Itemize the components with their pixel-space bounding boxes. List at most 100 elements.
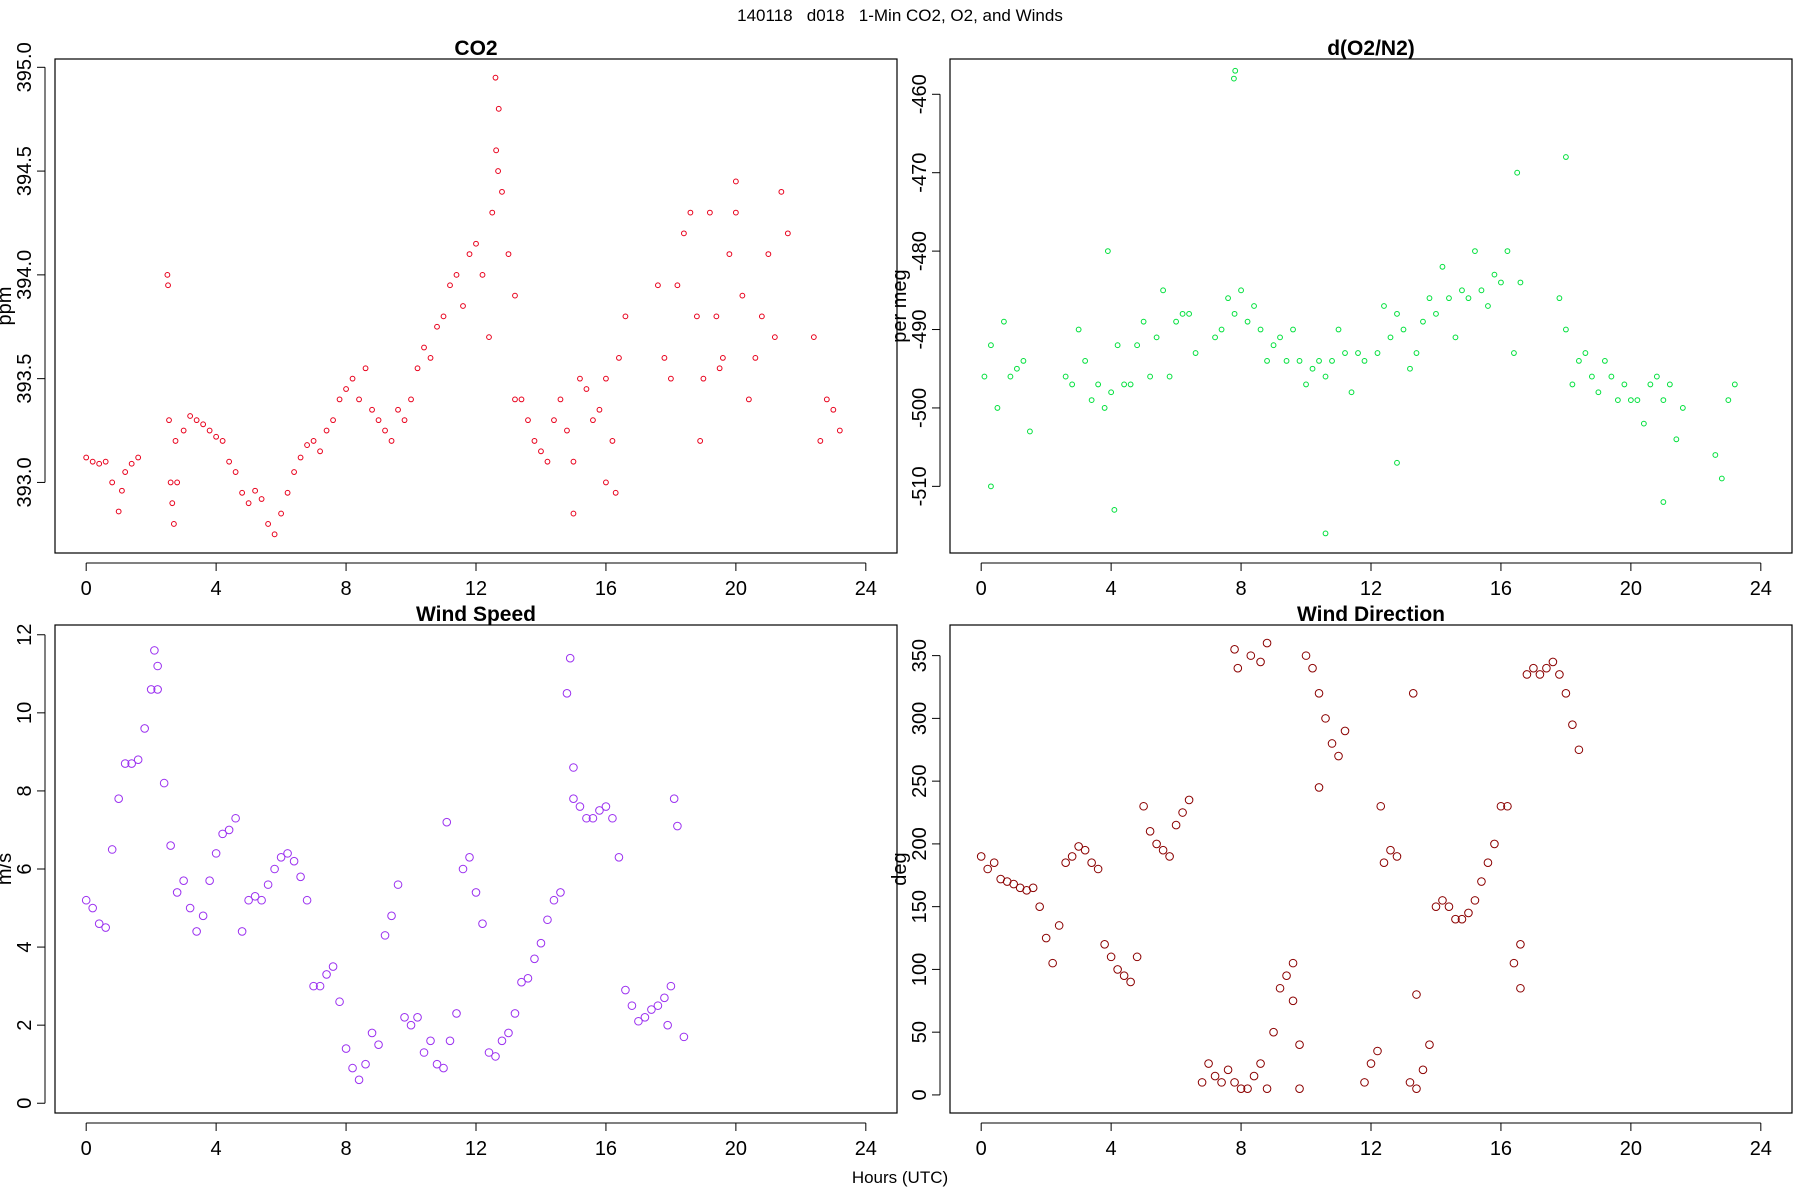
wind-speed-data-point xyxy=(270,864,279,874)
wind-speed-data-point xyxy=(530,954,539,964)
wind-speed-data-point xyxy=(663,1020,672,1030)
co2-data-point xyxy=(466,251,473,258)
d-o2-n2-data-point xyxy=(988,483,994,490)
wind-direction-data-point xyxy=(1171,820,1181,830)
co2-data-point xyxy=(693,313,700,320)
wind-direction-data-point xyxy=(1321,714,1330,723)
co2-data-point xyxy=(317,448,323,455)
wind-direction-data-point xyxy=(1470,896,1480,905)
d-o2-n2-data-point xyxy=(1660,397,1667,403)
co2-data-point xyxy=(486,334,492,341)
co2-data-point xyxy=(512,396,518,403)
co2-data-point xyxy=(180,427,187,434)
wind-speed-data-point xyxy=(127,759,136,768)
d-o2-n2-data-point xyxy=(1601,357,1608,364)
wind-direction-data-point xyxy=(1405,1078,1415,1087)
d-o2-n2-data-point xyxy=(1614,397,1621,403)
wind-direction-data-point xyxy=(1217,1078,1226,1087)
wind-direction-plot-frame xyxy=(949,624,1793,1114)
wind-direction-points xyxy=(976,638,1584,1093)
wind-direction-data-point xyxy=(1314,783,1324,792)
wind-direction-data-point xyxy=(1503,801,1512,811)
co2-data-point xyxy=(493,147,500,154)
wind-direction-data-point xyxy=(1184,795,1194,805)
co2-x-tick-label: 0 xyxy=(81,578,92,600)
co2-data-point xyxy=(583,386,590,392)
d-o2-n2-data-point xyxy=(1459,287,1465,294)
d-o2-n2-x-tick-label: 0 xyxy=(976,578,987,600)
co2-data-point xyxy=(89,458,96,465)
wind-direction-data-point xyxy=(1334,751,1343,761)
co2-data-point xyxy=(668,375,674,382)
d-o2-n2-data-point xyxy=(1514,169,1521,176)
co2-data-point xyxy=(739,292,746,299)
wind-direction-data-point xyxy=(1054,921,1064,930)
d-o2-n2-data-point xyxy=(1153,334,1160,341)
d-o2-n2-y-tick-label: -480 xyxy=(909,231,931,271)
d-o2-n2-data-point xyxy=(1640,420,1647,427)
d-o2-n2-y-tick-label: -490 xyxy=(909,310,931,350)
co2-data-point xyxy=(538,448,544,455)
d-o2-n2-data-point xyxy=(1296,357,1303,364)
d-o2-n2-y-axis-label: per meg xyxy=(889,269,911,342)
wind-direction-y-axis-label: deg xyxy=(889,852,911,885)
wind-direction-y-tick-label: 350 xyxy=(909,639,931,672)
wind-direction-data-point xyxy=(1067,852,1077,861)
d-o2-n2-data-point xyxy=(1511,350,1517,356)
wind-speed-data-point xyxy=(491,1052,500,1061)
wind-direction-data-point xyxy=(1249,1071,1259,1081)
wind-speed-data-point xyxy=(192,927,201,936)
wind-speed-data-point xyxy=(458,864,468,874)
co2-data-point xyxy=(577,375,583,382)
d-o2-n2-x-tick-label: 16 xyxy=(1490,578,1512,600)
co2-data-point xyxy=(310,438,317,444)
d-o2-n2-data-point xyxy=(1027,428,1033,435)
co2-data-point xyxy=(187,413,194,419)
wind-speed-x-tick-label: 20 xyxy=(725,1138,747,1160)
d-o2-n2-data-point xyxy=(1478,287,1485,294)
wind-direction-data-point xyxy=(1542,663,1551,673)
wind-direction-data-point xyxy=(1119,971,1129,980)
d-o2-n2-data-point xyxy=(1335,326,1342,333)
wind-speed-x-tick-label: 24 xyxy=(855,1138,877,1160)
co2-data-point xyxy=(492,74,499,81)
wind-direction-data-point xyxy=(1464,908,1473,918)
co2-data-point xyxy=(544,458,551,465)
wind-direction-data-point xyxy=(1360,1078,1369,1087)
wind-direction-data-point xyxy=(1080,845,1090,855)
d-o2-n2-data-point xyxy=(1007,373,1014,380)
d-o2-n2-y-tick-label: -460 xyxy=(909,74,931,114)
d-o2-n2-data-point xyxy=(1232,67,1239,74)
wind-speed-data-point xyxy=(166,841,175,850)
d-o2-n2-data-point xyxy=(1231,75,1237,82)
d-o2-n2-data-point xyxy=(988,342,994,349)
d-o2-n2-data-point xyxy=(1111,506,1118,513)
d-o2-n2-data-point xyxy=(1433,310,1439,317)
co2-y-tick-label: 393.5 xyxy=(14,354,36,404)
d-o2-n2-data-point xyxy=(1309,365,1316,372)
wind-speed-data-point xyxy=(198,911,208,921)
wind-direction-data-point xyxy=(1431,902,1441,911)
co2-data-point xyxy=(239,489,246,496)
wind-direction-data-point xyxy=(1256,1059,1265,1068)
co2-data-point xyxy=(512,292,518,299)
d-o2-n2-y-tick-label: -510 xyxy=(909,466,931,506)
d-o2-n2-data-point xyxy=(1069,381,1076,388)
d-o2-n2-data-point xyxy=(1238,287,1244,294)
d-o2-n2-data-point xyxy=(1348,389,1355,396)
wind-direction-data-point xyxy=(1529,663,1538,673)
wind-speed-data-point xyxy=(523,974,533,983)
co2-data-point xyxy=(245,500,252,507)
wind-speed-data-point xyxy=(406,1020,416,1030)
d-o2-n2-data-point xyxy=(1290,326,1296,333)
wind-direction-data-point xyxy=(1412,1084,1421,1093)
wind-speed-data-point xyxy=(439,1063,448,1073)
wind-speed-x-tick-label: 8 xyxy=(340,1138,351,1160)
wind-speed-data-point xyxy=(471,888,481,897)
co2-data-point xyxy=(291,469,297,475)
d-o2-n2-data-point xyxy=(1595,389,1602,396)
co2-data-point xyxy=(128,460,135,467)
wind-speed-data-point xyxy=(153,685,162,694)
wind-speed-data-point xyxy=(536,938,546,948)
wind-direction-data-point xyxy=(1035,902,1044,911)
